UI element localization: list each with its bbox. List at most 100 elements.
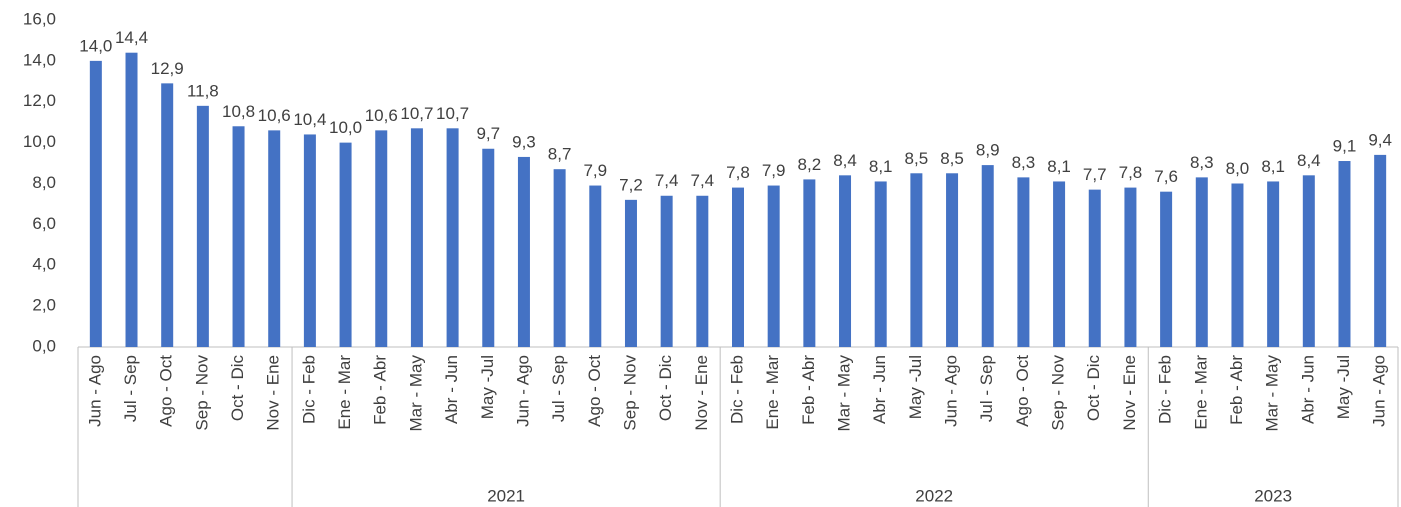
data-label: 7,9 [583, 161, 607, 180]
data-label: 8,5 [940, 149, 964, 168]
x-tick-label: Jun - Ago [1370, 355, 1389, 427]
y-tick-label: 0,0 [32, 336, 56, 355]
data-label: 7,9 [762, 161, 786, 180]
data-label: 14,0 [79, 36, 112, 55]
bar [125, 52, 138, 347]
data-label: 8,1 [1047, 157, 1071, 176]
bar [517, 156, 530, 347]
bar [339, 142, 352, 347]
y-tick-label: 6,0 [32, 214, 56, 233]
bar [232, 126, 245, 348]
y-tick-label: 4,0 [32, 255, 56, 274]
data-label: 12,9 [151, 59, 184, 78]
data-label: 8,2 [798, 155, 822, 174]
data-label: 10,7 [400, 104, 433, 123]
bar [375, 130, 388, 347]
bar [803, 179, 816, 347]
data-label: 8,3 [1012, 153, 1036, 172]
x-tick-label: Ene - Mar [1191, 355, 1210, 430]
bar [839, 175, 852, 347]
bar [553, 169, 566, 347]
bar [1231, 183, 1244, 347]
bar [410, 128, 423, 347]
data-label: 8,3 [1190, 153, 1214, 172]
x-tick-label: Jul - Sep [121, 355, 140, 422]
x-tick-label: Ago - Oct [585, 355, 604, 427]
y-tick-label: 10,0 [23, 132, 56, 151]
data-label: 8,4 [1297, 151, 1321, 170]
bar [1053, 181, 1066, 347]
x-tick-label: Feb - Abr [799, 355, 818, 425]
bar [1017, 177, 1030, 347]
x-tick-label: Ene - Mar [763, 355, 782, 430]
x-tick-label: Nov - Ene [692, 355, 711, 431]
data-label: 7,6 [1154, 167, 1178, 186]
bar [303, 134, 316, 347]
x-tick-label: Nov - Ene [264, 355, 283, 431]
group-label: 2021 [487, 486, 525, 505]
bar [732, 187, 744, 347]
y-tick-label: 12,0 [23, 91, 56, 110]
bar [1195, 177, 1208, 347]
x-tick-label: Jun - Ago [942, 355, 961, 427]
y-tick-label: 14,0 [23, 50, 56, 69]
x-tick-label: Sep - Nov [1049, 355, 1068, 431]
bar [1124, 187, 1137, 347]
x-tick-label: Mar - May [1263, 355, 1282, 432]
bar [161, 83, 174, 347]
bar [1374, 154, 1387, 347]
bar [446, 128, 459, 347]
x-tick-label: Mar - May [406, 355, 425, 432]
bar [1338, 161, 1351, 347]
x-tick-label: Oct - Dic [656, 355, 675, 422]
data-label: 8,1 [869, 157, 893, 176]
data-label: 10,8 [222, 102, 255, 121]
data-label: 10,0 [329, 118, 362, 137]
data-label: 8,0 [1226, 159, 1250, 178]
x-tick-label: Abr - Jun [1298, 355, 1317, 424]
x-tick-label: Ago - Oct [1013, 355, 1032, 427]
data-label: 10,7 [436, 104, 469, 123]
y-tick-label: 16,0 [23, 9, 56, 28]
x-tick-label: Ene - Mar [335, 355, 354, 430]
data-label: 8,9 [976, 141, 1000, 160]
x-tick-label: Sep - Nov [620, 355, 639, 431]
x-tick-label: May -Jul [906, 355, 925, 419]
data-label: 14,4 [115, 28, 148, 47]
bar [660, 195, 673, 347]
data-label: 9,1 [1333, 137, 1357, 156]
data-label: 7,4 [691, 171, 715, 190]
data-label: 8,4 [833, 151, 857, 170]
data-label: 8,1 [1261, 157, 1285, 176]
x-tick-label: Feb - Abr [1227, 355, 1246, 425]
x-tick-label: Abr - Jun [870, 355, 889, 424]
x-tick-label: Sep - Nov [192, 355, 211, 431]
data-label: 7,2 [619, 175, 643, 194]
data-label: 8,7 [548, 145, 572, 164]
x-tick-label: Jun - Ago [85, 355, 104, 427]
bar [589, 185, 602, 347]
bar [1088, 189, 1101, 347]
data-label: 7,4 [655, 171, 679, 190]
bar [910, 173, 923, 347]
x-tick-label: Oct - Dic [228, 355, 247, 422]
y-tick-label: 8,0 [32, 173, 56, 192]
data-label: 9,4 [1368, 130, 1392, 149]
x-tick-label: Feb - Abr [371, 355, 390, 425]
data-label: 7,8 [726, 163, 750, 182]
bar [268, 130, 281, 347]
data-label: 8,5 [905, 149, 929, 168]
x-tick-label: Ago - Oct [157, 355, 176, 427]
x-tick-label: Jul - Sep [549, 355, 568, 422]
data-label: 10,6 [258, 106, 291, 125]
bar [196, 105, 209, 348]
x-tick-label: Mar - May [835, 355, 854, 432]
x-tick-label: Oct - Dic [1084, 355, 1103, 422]
x-tick-label: Dic - Feb [299, 355, 318, 424]
bar [624, 199, 637, 347]
data-label: 9,7 [476, 124, 500, 143]
data-label: 11,8 [187, 81, 219, 100]
bar [482, 148, 495, 347]
data-label: 10,4 [293, 110, 326, 129]
bar [1302, 175, 1315, 347]
